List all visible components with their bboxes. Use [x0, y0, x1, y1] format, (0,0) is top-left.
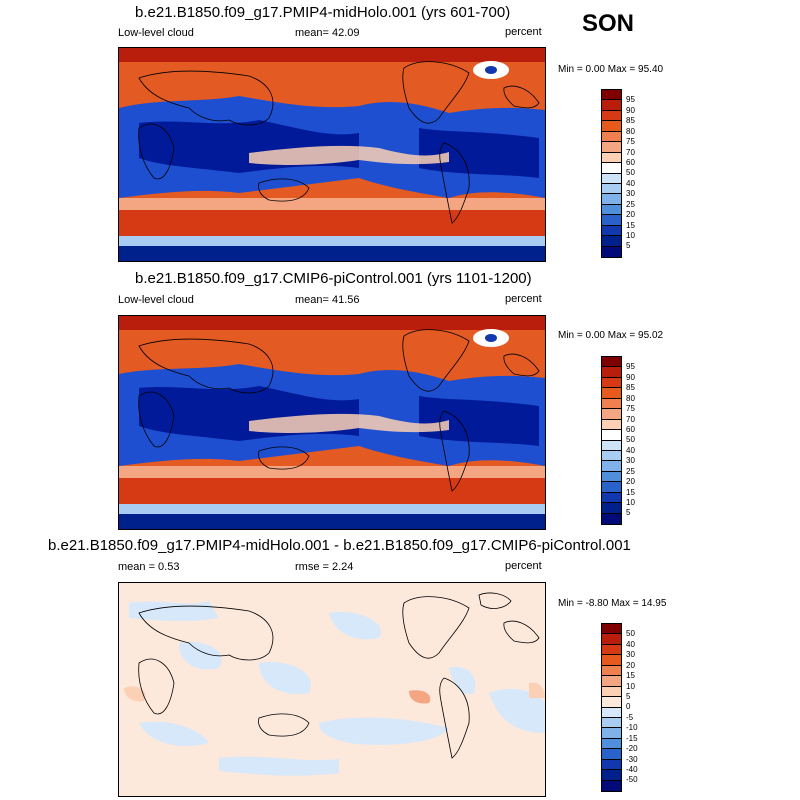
- panel-1-colorbar: [601, 89, 622, 258]
- panel-3-map-svg: [119, 583, 545, 796]
- panel-3-tick: 5: [626, 692, 631, 701]
- panel-3-tick: -50: [626, 775, 638, 784]
- panel-2-units: percent: [505, 293, 542, 305]
- panel-2-tick: 50: [626, 435, 635, 444]
- panel-2-tick: 10: [626, 498, 635, 507]
- panel-1-tick: 40: [626, 179, 635, 188]
- panel-1-mean: mean= 42.09: [295, 27, 360, 39]
- panel-3-tick: -20: [626, 744, 638, 753]
- panel-3-tick: -10: [626, 723, 638, 732]
- panel-2-tick: 60: [626, 425, 635, 434]
- panel-1-minmax: Min = 0.00 Max = 95.40: [558, 64, 664, 75]
- panel-2-tick: 85: [626, 383, 635, 392]
- panel-3-rmse: rmse = 2.24: [295, 561, 354, 573]
- panel-2-tick: 90: [626, 373, 635, 382]
- panel-3-map: [118, 582, 546, 797]
- panel-2-mean: mean= 41.56: [295, 294, 360, 306]
- panel-2-tick: 25: [626, 467, 635, 476]
- panel-2-tick: 95: [626, 362, 635, 371]
- panel-1-tick: 60: [626, 158, 635, 167]
- panel-3-title: b.e21.B1850.f09_g17.PMIP4-midHolo.001 - …: [48, 537, 631, 554]
- panel-1-tick: 85: [626, 116, 635, 125]
- panel-1-tick: 25: [626, 200, 635, 209]
- panel-2-tick: 15: [626, 488, 635, 497]
- panel-3-tick: 10: [626, 682, 635, 691]
- season-label: SON: [582, 10, 635, 37]
- panel-3-tick: -15: [626, 734, 638, 743]
- panel-1-tick: 50: [626, 168, 635, 177]
- panel-3-minmax: Min = -8.80 Max = 14.95: [558, 598, 667, 609]
- panel-2-tick: 75: [626, 404, 635, 413]
- panel-2-tick: 40: [626, 446, 635, 455]
- panel-3-tick: 30: [626, 650, 635, 659]
- panel-2-left-label: Low-level cloud: [118, 294, 194, 306]
- panel-1-title: b.e21.B1850.f09_g17.PMIP4-midHolo.001 (y…: [135, 4, 511, 21]
- panel-3-tick: 15: [626, 671, 635, 680]
- panel-3-tick: 0: [626, 702, 631, 711]
- panel-2-minmax: Min = 0.00 Max = 95.02: [558, 330, 664, 341]
- panel-1-left-label: Low-level cloud: [118, 27, 194, 39]
- panel-3-tick: 40: [626, 640, 635, 649]
- panel-1-tick: 75: [626, 137, 635, 146]
- panel-3-colorbar: [601, 623, 622, 792]
- panel-2-tick: 70: [626, 415, 635, 424]
- panel-3-tick: -5: [626, 713, 634, 722]
- panel-1-tick: 95: [626, 95, 635, 104]
- panel-1-tick: 90: [626, 106, 635, 115]
- panel-3-mean: mean = 0.53: [118, 561, 180, 573]
- panel-3-units: percent: [505, 560, 542, 572]
- panel-3-tick: 50: [626, 629, 635, 638]
- panel-1-tick: 70: [626, 148, 635, 157]
- panel-2-tick: 20: [626, 477, 635, 486]
- panel-1-map-svg: [119, 48, 545, 261]
- panel-3-tick: -40: [626, 765, 638, 774]
- panel-3-tick: 20: [626, 661, 635, 670]
- panel-1-tick: 80: [626, 127, 635, 136]
- panel-2-tick: 5: [626, 508, 631, 517]
- panel-2-map: [118, 315, 546, 530]
- panel-1-units: percent: [505, 26, 542, 38]
- panel-2-map-svg: [119, 316, 545, 529]
- panel-2-tick: 30: [626, 456, 635, 465]
- panel-2-title: b.e21.B1850.f09_g17.CMIP6-piControl.001 …: [135, 270, 532, 287]
- panel-2-tick: 80: [626, 394, 635, 403]
- panel-1-tick: 15: [626, 221, 635, 230]
- panel-1-tick: 30: [626, 189, 635, 198]
- panel-1-tick: 20: [626, 210, 635, 219]
- panel-1-tick: 10: [626, 231, 635, 240]
- panel-3-tick: -30: [626, 755, 638, 764]
- panel-1-tick: 5: [626, 241, 631, 250]
- panel-1-map: [118, 47, 546, 262]
- panel-2-colorbar: [601, 356, 622, 525]
